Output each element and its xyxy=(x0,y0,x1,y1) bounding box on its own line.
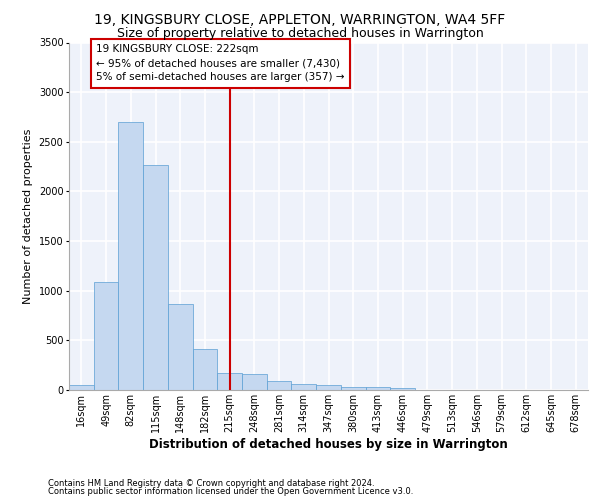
Text: Size of property relative to detached houses in Warrington: Size of property relative to detached ho… xyxy=(116,28,484,40)
Bar xyxy=(365,387,390,390)
Text: 19 KINGSBURY CLOSE: 222sqm
← 95% of detached houses are smaller (7,430)
5% of se: 19 KINGSBURY CLOSE: 222sqm ← 95% of deta… xyxy=(96,44,344,82)
Bar xyxy=(94,282,118,390)
Text: Contains HM Land Registry data © Crown copyright and database right 2024.: Contains HM Land Registry data © Crown c… xyxy=(48,478,374,488)
Bar xyxy=(316,385,341,390)
Bar xyxy=(267,381,292,390)
Bar xyxy=(292,384,316,390)
Text: 19, KINGSBURY CLOSE, APPLETON, WARRINGTON, WA4 5FF: 19, KINGSBURY CLOSE, APPLETON, WARRINGTO… xyxy=(94,12,506,26)
Bar xyxy=(168,304,193,390)
Bar xyxy=(69,385,94,390)
Bar xyxy=(390,388,415,390)
Bar xyxy=(217,373,242,390)
Bar xyxy=(143,164,168,390)
Bar xyxy=(242,374,267,390)
Bar xyxy=(118,122,143,390)
Bar xyxy=(341,386,365,390)
Bar xyxy=(193,349,217,390)
Y-axis label: Number of detached properties: Number of detached properties xyxy=(23,128,33,304)
Text: Contains public sector information licensed under the Open Government Licence v3: Contains public sector information licen… xyxy=(48,487,413,496)
X-axis label: Distribution of detached houses by size in Warrington: Distribution of detached houses by size … xyxy=(149,438,508,450)
